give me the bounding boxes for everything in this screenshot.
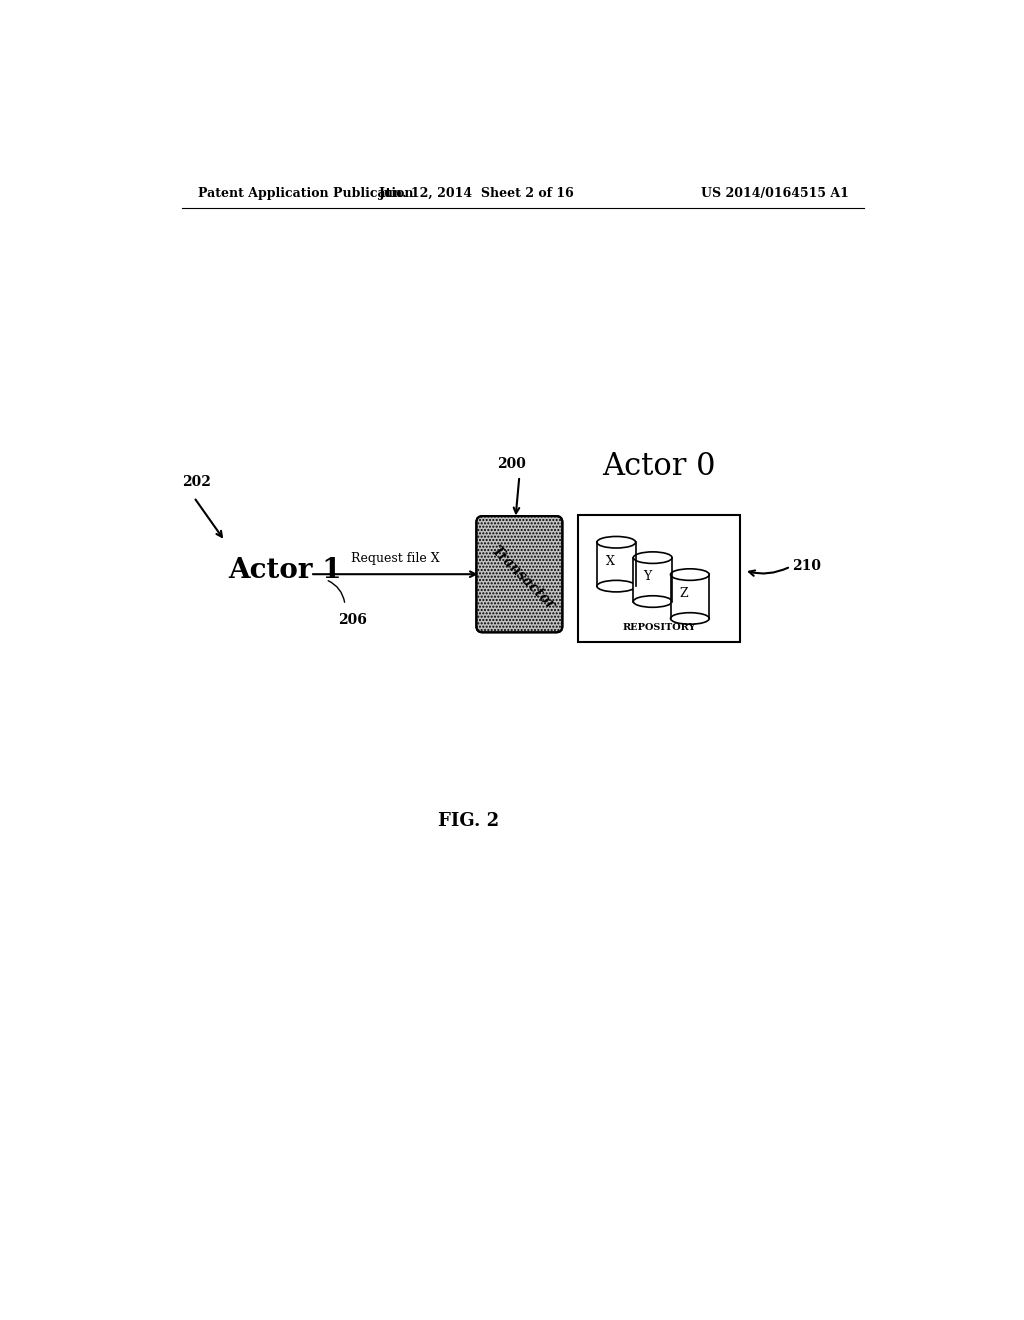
Text: 202: 202 <box>182 475 211 490</box>
Text: 210: 210 <box>793 560 821 573</box>
Ellipse shape <box>633 595 672 607</box>
FancyBboxPatch shape <box>578 515 740 642</box>
Text: X: X <box>606 554 614 568</box>
Text: Actor 1: Actor 1 <box>228 557 342 583</box>
Ellipse shape <box>671 612 710 624</box>
FancyBboxPatch shape <box>476 516 562 632</box>
Polygon shape <box>597 543 636 586</box>
Text: 206: 206 <box>338 612 368 627</box>
Text: Y: Y <box>643 570 651 583</box>
Text: Jun. 12, 2014  Sheet 2 of 16: Jun. 12, 2014 Sheet 2 of 16 <box>379 186 574 199</box>
Ellipse shape <box>671 569 710 581</box>
Text: Patent Application Publication: Patent Application Publication <box>198 186 414 199</box>
Text: US 2014/0164515 A1: US 2014/0164515 A1 <box>700 186 849 199</box>
Ellipse shape <box>633 552 672 564</box>
Ellipse shape <box>597 536 636 548</box>
Ellipse shape <box>597 581 636 591</box>
Text: Actor 0: Actor 0 <box>602 451 716 482</box>
Text: 200: 200 <box>498 457 526 471</box>
Text: Request file X: Request file X <box>351 552 439 565</box>
Text: Z: Z <box>680 587 688 601</box>
Text: FIG. 2: FIG. 2 <box>438 812 500 829</box>
Polygon shape <box>671 574 710 619</box>
Polygon shape <box>633 557 672 602</box>
Text: REPOSITORY: REPOSITORY <box>623 623 695 632</box>
Text: Transactor: Transactor <box>488 544 558 612</box>
